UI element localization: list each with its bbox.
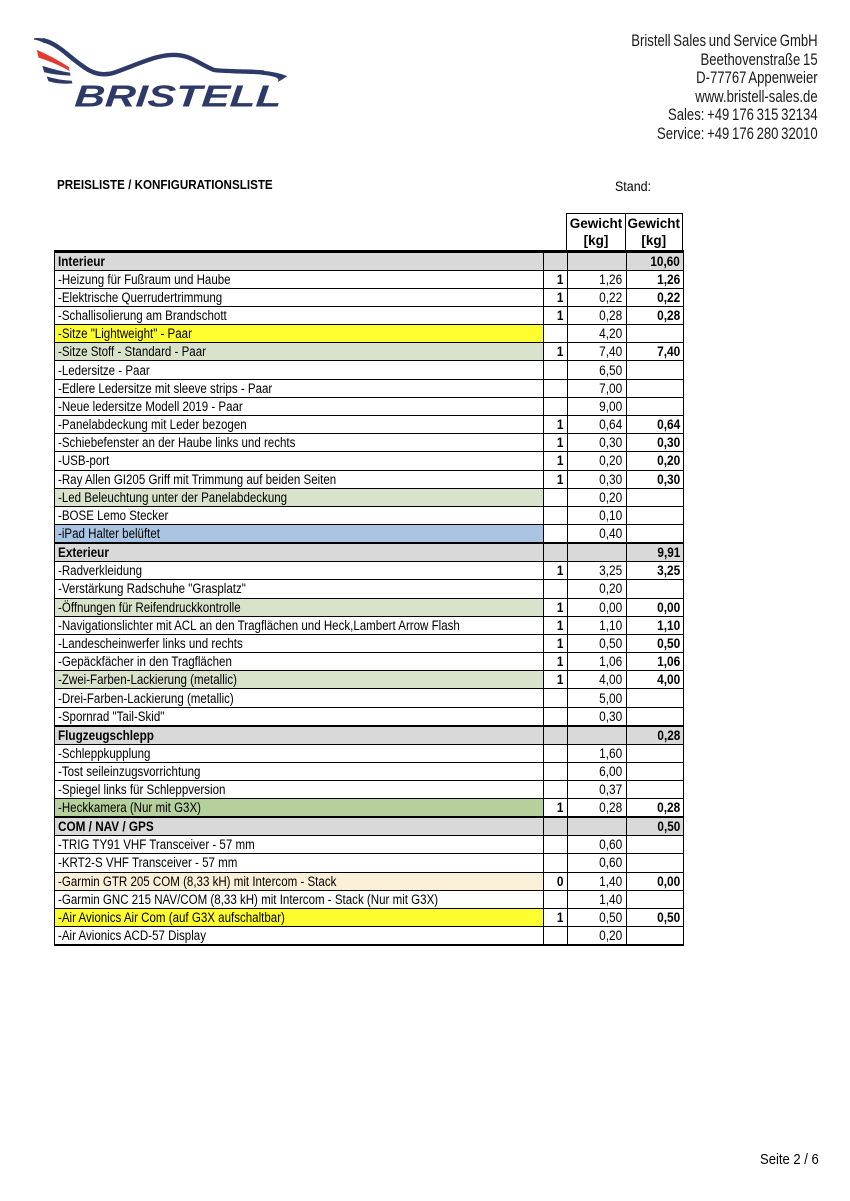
svg-text:BRISTELL: BRISTELL: [74, 80, 283, 113]
